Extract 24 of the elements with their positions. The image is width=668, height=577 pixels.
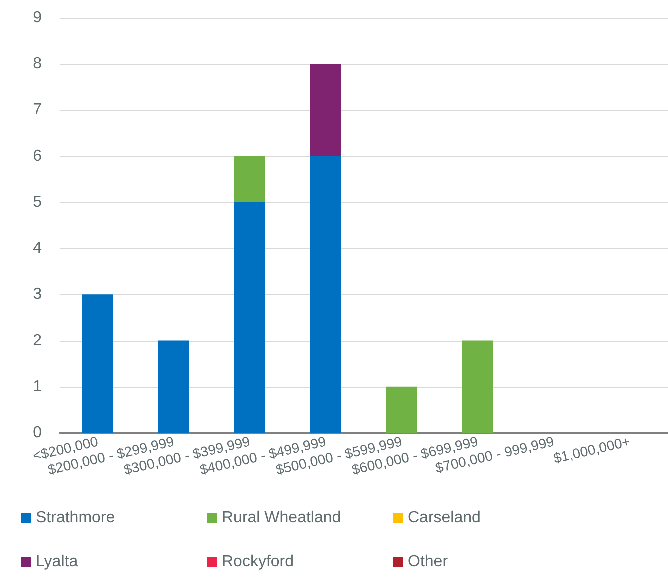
y-tick-label: 6 xyxy=(33,148,42,165)
y-tick-label: 1 xyxy=(33,378,42,396)
bar xyxy=(462,340,494,433)
legend-label: Strathmore xyxy=(36,510,116,526)
bar xyxy=(82,294,114,433)
legend-label: Rural Wheatland xyxy=(222,510,342,526)
y-tick-label: 0 xyxy=(33,424,42,442)
y-tick-label: 7 xyxy=(33,102,42,119)
y-tick-label: 4 xyxy=(33,240,42,258)
legend-label: Rockyford xyxy=(222,554,294,570)
bar xyxy=(234,156,266,202)
bar xyxy=(310,156,342,433)
y-tick-label: 3 xyxy=(33,286,42,304)
bar xyxy=(158,340,190,433)
bar xyxy=(386,386,418,433)
bar xyxy=(234,202,266,433)
y-tick-label: 8 xyxy=(33,56,42,73)
y-tick-label: 9 xyxy=(33,10,42,26)
legend-label: Lyalta xyxy=(36,554,78,570)
legend-label: Carseland xyxy=(408,510,481,526)
y-tick-label: 2 xyxy=(33,332,42,350)
y-tick-label: 5 xyxy=(33,194,42,211)
bar xyxy=(310,64,342,156)
legend-label: Other xyxy=(408,554,449,570)
